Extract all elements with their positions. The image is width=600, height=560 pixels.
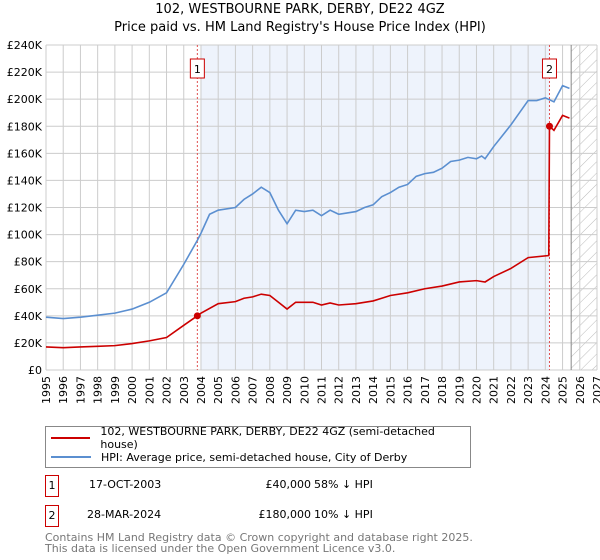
x-tick-label: 2000 bbox=[126, 376, 139, 404]
chart-title: 102, WESTBOURNE PARK, DERBY, DE22 4GZ bbox=[155, 2, 445, 17]
x-tick-label: 2015 bbox=[384, 376, 397, 404]
annotation-label: 2 bbox=[546, 63, 553, 76]
x-tick-label: 2017 bbox=[419, 376, 432, 404]
x-tick-label: 2005 bbox=[212, 376, 225, 404]
footer-line: Contains HM Land Registry data © Crown c… bbox=[45, 531, 473, 544]
price-chart: 1995 1996 1997 1998 1999 2000 2001 2002 2003 2004… bbox=[7, 39, 600, 404]
sale-point bbox=[545, 122, 553, 130]
transaction-date: 17-OCT-2003 bbox=[89, 478, 162, 491]
footer: Contains HM Land Registry data © Crown c… bbox=[45, 532, 473, 554]
x-tick-label: 1999 bbox=[109, 376, 122, 404]
chart-subtitle: Price paid vs. HM Land Registry's House … bbox=[114, 20, 486, 35]
x-tick-label: 2009 bbox=[281, 376, 294, 404]
legend-label: HPI: Average price, semi-detached house,… bbox=[101, 450, 408, 464]
legend-swatch bbox=[51, 437, 91, 439]
y-tick-label: £100K bbox=[7, 229, 43, 242]
x-tick-label: 2024 bbox=[539, 376, 552, 404]
y-tick-label: £220K bbox=[7, 66, 43, 79]
annotation-box bbox=[541, 58, 557, 79]
x-tick-label: 2006 bbox=[229, 376, 242, 404]
legend-item-hpi: HPI: Average price, semi-detached house,… bbox=[51, 449, 407, 465]
x-tick-label: 2027 bbox=[591, 376, 600, 404]
x-tick-label: 2025 bbox=[557, 376, 570, 404]
transaction-row: 2 28-MAR-2024 £180,000 10% ↓ HPI bbox=[45, 505, 465, 527]
x-tick-label: 2003 bbox=[178, 376, 191, 404]
sale-point bbox=[193, 312, 201, 320]
x-tick-label: 2001 bbox=[143, 376, 156, 404]
transaction-row: 1 17-OCT-2003 £40,000 58% ↓ HPI bbox=[45, 475, 465, 497]
x-tick-label: 2013 bbox=[350, 376, 363, 404]
transaction-hpi: 10% ↓ HPI bbox=[314, 508, 373, 521]
transaction-hpi: 58% ↓ HPI bbox=[314, 478, 373, 491]
y-tick-label: £240K bbox=[7, 39, 43, 52]
transaction-date: 28-MAR-2024 bbox=[87, 508, 162, 521]
x-tick-label: 2018 bbox=[436, 376, 449, 404]
x-tick-label: 2004 bbox=[195, 376, 208, 404]
y-tick-label: £200K bbox=[7, 93, 43, 106]
x-tick-label: 2014 bbox=[367, 376, 380, 404]
legend-label: 102, WESTBOURNE PARK, DERBY, DE22 4GZ (s… bbox=[100, 425, 435, 451]
legend-swatch bbox=[51, 456, 91, 458]
x-tick-label: 2011 bbox=[316, 376, 329, 404]
x-tick-label: 2026 bbox=[574, 376, 587, 404]
x-tick-label: 2008 bbox=[264, 376, 277, 404]
series-line bbox=[45, 114, 570, 349]
x-tick-label: 2022 bbox=[505, 376, 518, 404]
x-tick-label: 2021 bbox=[488, 376, 501, 404]
annotation-label: 1 bbox=[194, 63, 201, 76]
y-tick-label: £140K bbox=[7, 174, 43, 187]
x-tick-label: 1996 bbox=[57, 376, 70, 404]
transaction-price: £40,000 bbox=[265, 478, 312, 491]
x-tick-label: 2002 bbox=[161, 376, 174, 404]
marker-badge: 1 bbox=[45, 475, 59, 497]
legend-item-property: 102, WESTBOURNE PARK, DERBY, DE22 4GZ (s… bbox=[51, 425, 470, 451]
x-tick-label: 2007 bbox=[247, 376, 260, 404]
x-tick-label: 2016 bbox=[402, 376, 415, 404]
y-tick-label: £40K bbox=[14, 310, 43, 323]
annotation-box bbox=[189, 58, 205, 79]
x-tick-label: 2010 bbox=[298, 376, 311, 404]
marker-badge: 2 bbox=[45, 505, 59, 527]
x-tick-label: 2012 bbox=[333, 376, 346, 404]
x-tick-label: 2019 bbox=[453, 376, 466, 404]
y-tick-label: £60K bbox=[14, 283, 43, 296]
x-tick-label: 2023 bbox=[522, 376, 535, 404]
y-tick-label: £80K bbox=[14, 256, 43, 269]
y-tick-label: £120K bbox=[7, 202, 43, 215]
legend: 102, WESTBOURNE PARK, DERBY, DE22 4GZ (s… bbox=[45, 425, 471, 468]
y-tick-label: £180K bbox=[7, 120, 43, 133]
x-tick-label: 1997 bbox=[74, 376, 87, 404]
x-tick-label: 1995 bbox=[40, 376, 53, 404]
y-tick-label: £0 bbox=[28, 364, 42, 377]
y-tick-label: £20K bbox=[14, 337, 43, 350]
footer-line: This data is licensed under the Open Gov… bbox=[45, 542, 396, 555]
y-tick-label: £160K bbox=[7, 147, 43, 160]
transaction-price: £180,000 bbox=[258, 508, 312, 521]
x-tick-label: 1998 bbox=[92, 376, 105, 404]
x-tick-label: 2020 bbox=[470, 376, 483, 404]
series-line bbox=[45, 84, 570, 320]
